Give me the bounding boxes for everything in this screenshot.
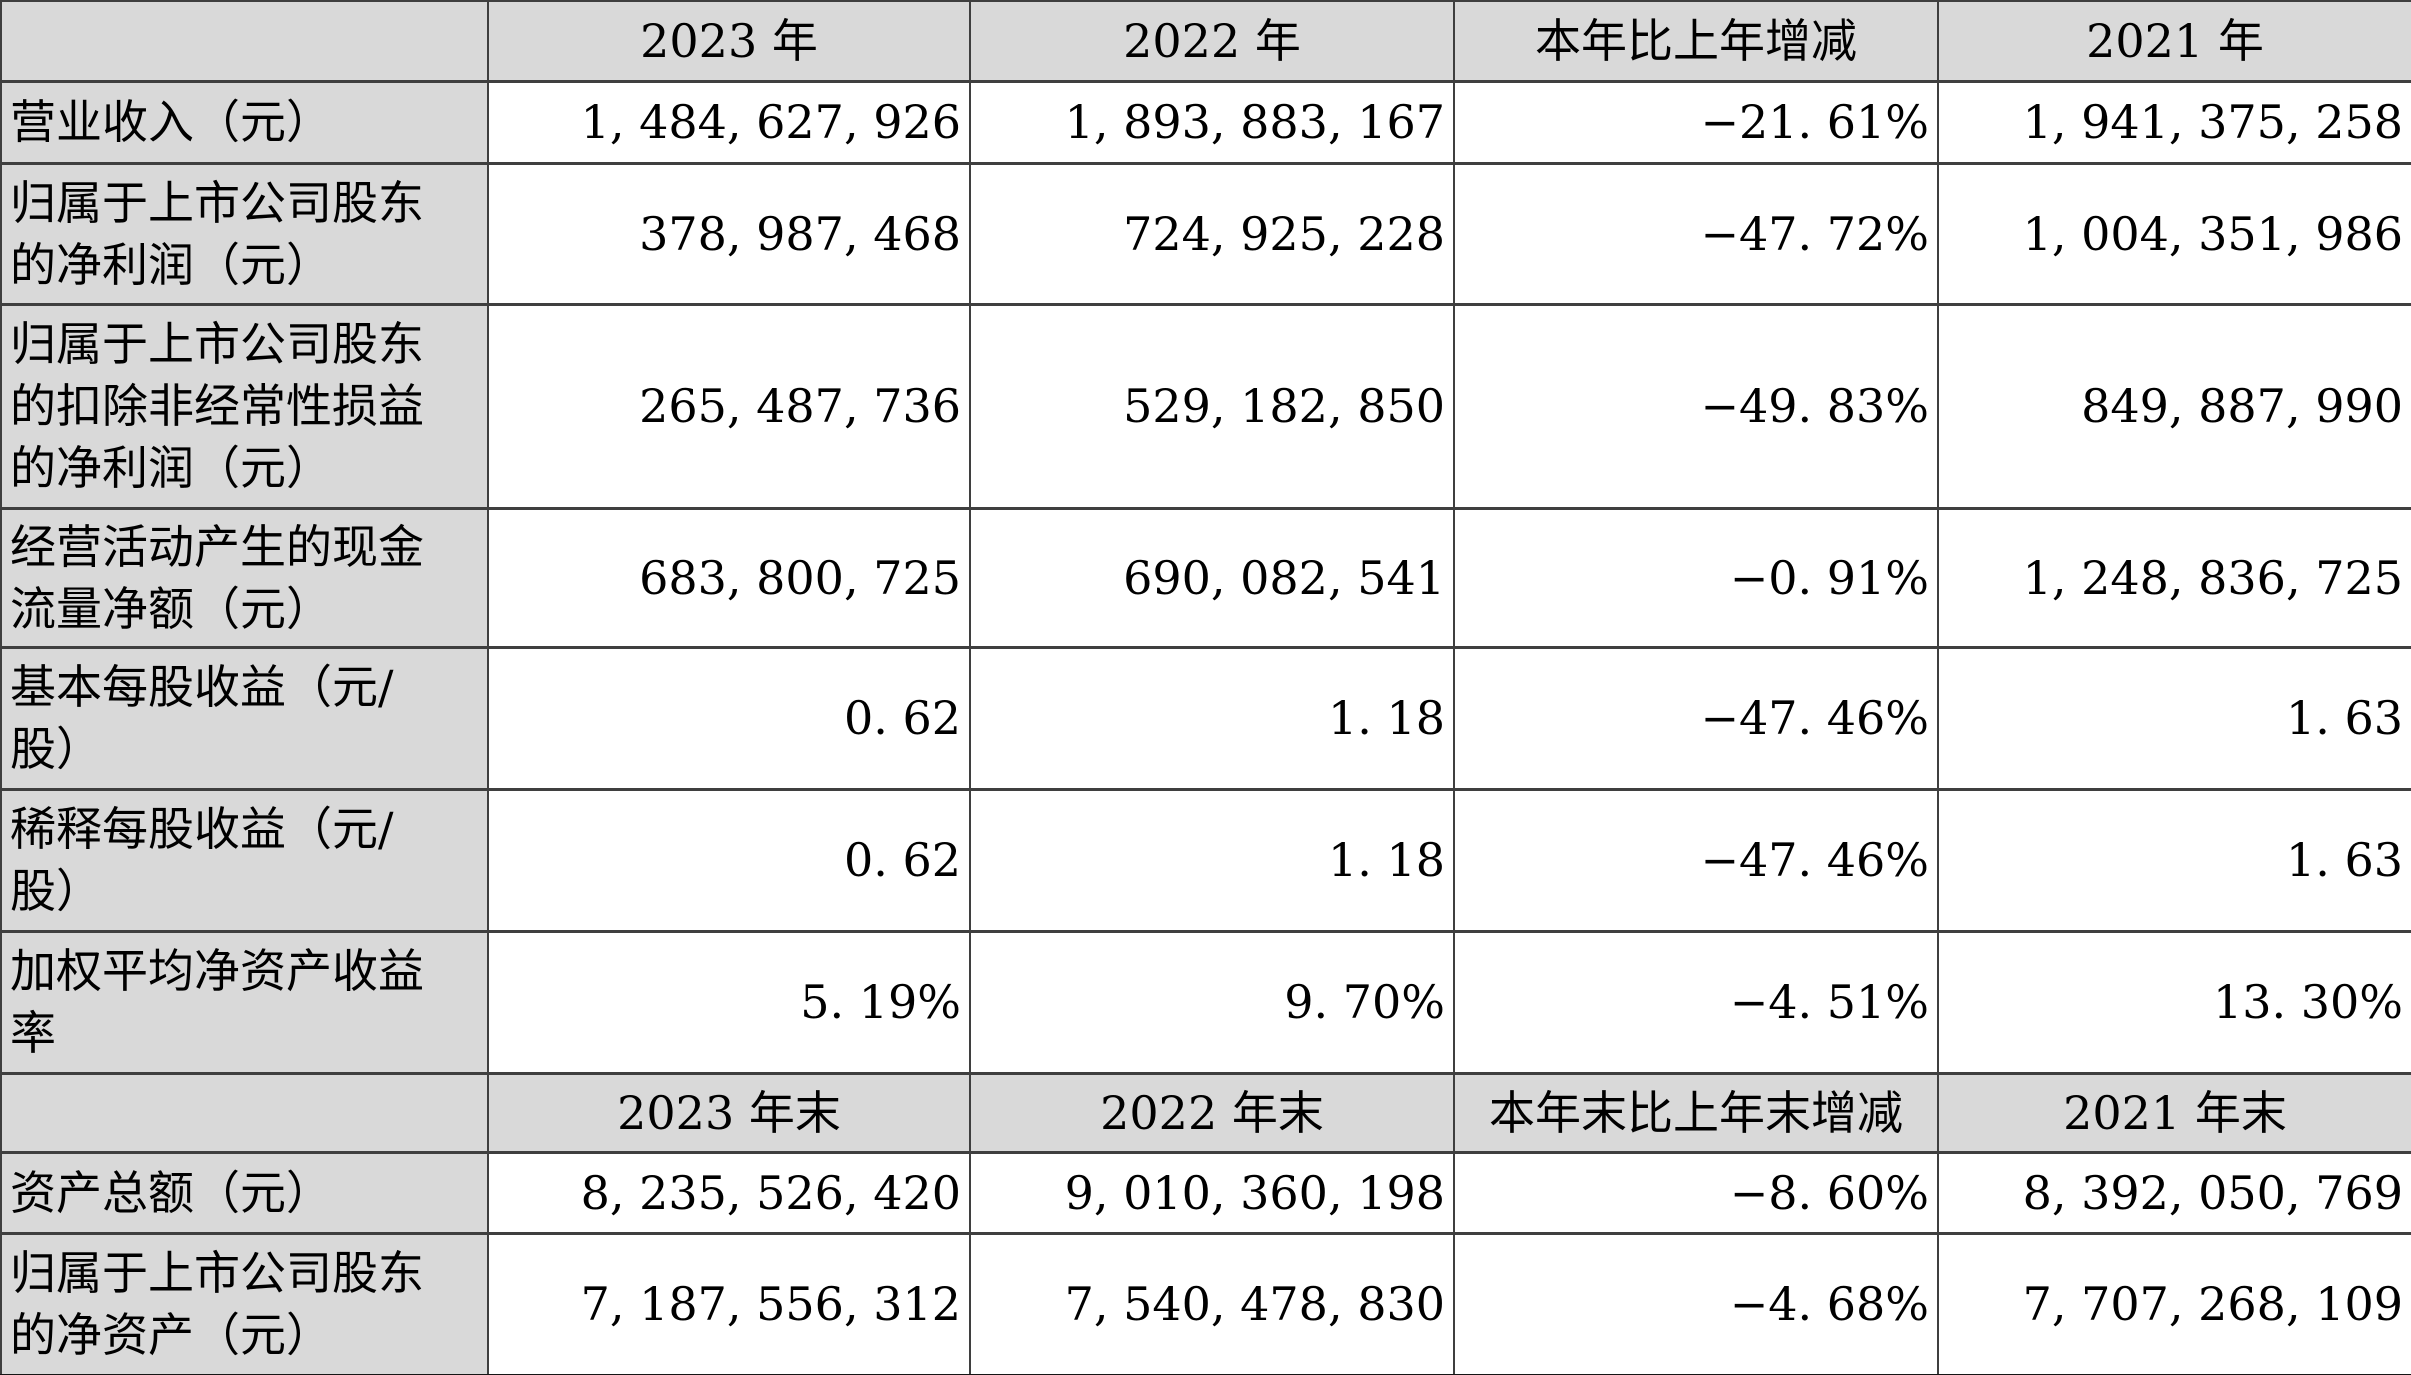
value-2023: 378, 987, 468 <box>487 161 971 306</box>
value-2022: 9. 70% <box>969 929 1455 1075</box>
metric-label: 稀释每股收益（元/ 股） <box>0 787 489 933</box>
header-corner-cell-2 <box>0 1071 489 1154</box>
header-2022: 2022 年 <box>969 0 1455 83</box>
value-yoy-change: −4. 51% <box>1453 929 1939 1075</box>
table-row-operating-cash-flow: 经营活动产生的现金 流量净额（元） 683, 800, 725 690, 082… <box>0 506 2411 649</box>
value-2023: 5. 19% <box>487 929 971 1075</box>
value-2022-end: 9, 010, 360, 198 <box>969 1150 1455 1235</box>
table-row-revenue: 营业收入（元） 1, 484, 627, 926 1, 893, 883, 16… <box>0 79 2411 165</box>
value-2023: 0. 62 <box>487 645 971 791</box>
value-2023: 1, 484, 627, 926 <box>487 79 971 165</box>
table-row-net-profit-excl-nonrecurring: 归属于上市公司股东 的扣除非经常性损益 的净利润（元） 265, 487, 73… <box>0 302 2411 510</box>
metric-label: 归属于上市公司股东 的净资产（元） <box>0 1231 489 1375</box>
value-2022: 690, 082, 541 <box>969 506 1455 649</box>
table-row-basic-eps: 基本每股收益（元/ 股） 0. 62 1. 18 −47. 46% 1. 63 <box>0 645 2411 791</box>
table-row-total-assets: 资产总额（元） 8, 235, 526, 420 9, 010, 360, 19… <box>0 1150 2411 1235</box>
header-2022-end: 2022 年末 <box>969 1071 1455 1154</box>
table-row-weighted-avg-roe: 加权平均净资产收益 率 5. 19% 9. 70% −4. 51% 13. 30… <box>0 929 2411 1075</box>
value-2023: 683, 800, 725 <box>487 506 971 649</box>
metric-label: 基本每股收益（元/ 股） <box>0 645 489 791</box>
value-yoy-change: −21. 61% <box>1453 79 1939 165</box>
header-2021: 2021 年 <box>1937 0 2411 83</box>
header-yoy-change: 本年比上年增减 <box>1453 0 1939 83</box>
value-yoy-change: −0. 91% <box>1453 506 1939 649</box>
table-row-net-assets: 归属于上市公司股东 的净资产（元） 7, 187, 556, 312 7, 54… <box>0 1231 2411 1375</box>
metric-label: 归属于上市公司股东 的净利润（元） <box>0 161 489 306</box>
table-row-diluted-eps: 稀释每股收益（元/ 股） 0. 62 1. 18 −47. 46% 1. 63 <box>0 787 2411 933</box>
value-2023: 0. 62 <box>487 787 971 933</box>
value-2021: 849, 887, 990 <box>1937 302 2411 510</box>
value-2021-end: 7, 707, 268, 109 <box>1937 1231 2411 1375</box>
value-2021: 1, 248, 836, 725 <box>1937 506 2411 649</box>
header-year-end-change: 本年末比上年末增减 <box>1453 1071 1939 1154</box>
value-2022: 1, 893, 883, 167 <box>969 79 1455 165</box>
period-header-row: 2023 年 2022 年 本年比上年增减 2021 年 <box>0 0 2411 83</box>
value-yoy-change: −47. 46% <box>1453 787 1939 933</box>
value-2021: 1. 63 <box>1937 787 2411 933</box>
value-2022-end: 7, 540, 478, 830 <box>969 1231 1455 1375</box>
value-year-end-change: −8. 60% <box>1453 1150 1939 1235</box>
value-2021: 1. 63 <box>1937 645 2411 791</box>
value-2021: 1, 941, 375, 258 <box>1937 79 2411 165</box>
table-row-net-profit: 归属于上市公司股东 的净利润（元） 378, 987, 468 724, 925… <box>0 161 2411 306</box>
header-2023: 2023 年 <box>487 0 971 83</box>
value-yoy-change: −49. 83% <box>1453 302 1939 510</box>
value-year-end-change: −4. 68% <box>1453 1231 1939 1375</box>
value-2023-end: 8, 235, 526, 420 <box>487 1150 971 1235</box>
value-yoy-change: −47. 72% <box>1453 161 1939 306</box>
value-2022: 1. 18 <box>969 787 1455 933</box>
value-2022: 1. 18 <box>969 645 1455 791</box>
value-2023-end: 7, 187, 556, 312 <box>487 1231 971 1375</box>
header-2021-end: 2021 年末 <box>1937 1071 2411 1154</box>
metric-label: 经营活动产生的现金 流量净额（元） <box>0 506 489 649</box>
period-end-header-row: 2023 年末 2022 年末 本年末比上年末增减 2021 年末 <box>0 1071 2411 1154</box>
value-2021: 1, 004, 351, 986 <box>1937 161 2411 306</box>
header-2023-end: 2023 年末 <box>487 1071 971 1154</box>
metric-label: 加权平均净资产收益 率 <box>0 929 489 1075</box>
value-2021-end: 8, 392, 050, 769 <box>1937 1150 2411 1235</box>
metric-label: 资产总额（元） <box>0 1150 489 1235</box>
value-2021: 13. 30% <box>1937 929 2411 1075</box>
value-2023: 265, 487, 736 <box>487 302 971 510</box>
metric-label: 归属于上市公司股东 的扣除非经常性损益 的净利润（元） <box>0 302 489 510</box>
value-2022: 529, 182, 850 <box>969 302 1455 510</box>
value-yoy-change: −47. 46% <box>1453 645 1939 791</box>
value-2022: 724, 925, 228 <box>969 161 1455 306</box>
header-corner-cell <box>0 0 489 83</box>
metric-label: 营业收入（元） <box>0 79 489 165</box>
